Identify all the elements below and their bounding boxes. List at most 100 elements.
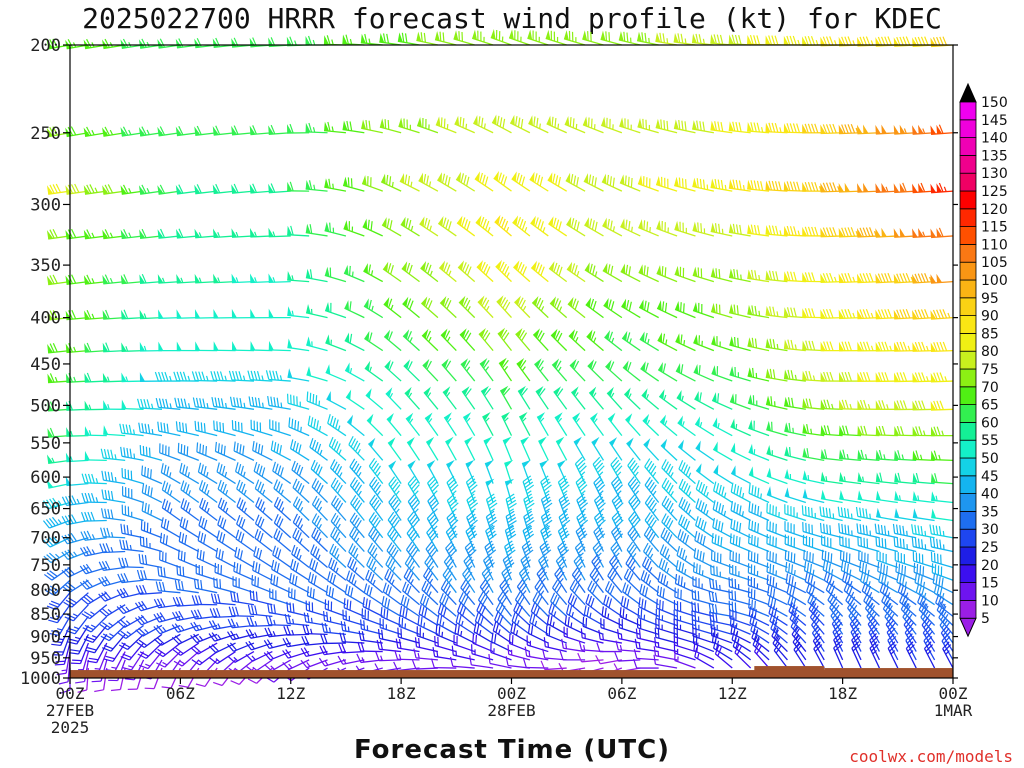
barb-flag (141, 38, 147, 48)
barb-flag (392, 533, 400, 543)
barb-flag (426, 511, 435, 519)
wind-barb (347, 556, 365, 581)
barb-flag (573, 584, 580, 594)
barb-flag (711, 632, 715, 643)
barb-flag (355, 442, 361, 452)
barb-pennant (231, 184, 238, 194)
barb-half-flag (143, 345, 147, 352)
barb-staff (158, 430, 181, 437)
wind-barb (644, 494, 660, 521)
barb-flag (596, 499, 605, 507)
barb-half-flag (447, 590, 451, 596)
barb-staff (495, 609, 512, 626)
barb-half-flag (410, 578, 414, 585)
wind-barb (445, 436, 457, 461)
barb-flag (282, 650, 289, 659)
barb-flag (179, 565, 182, 576)
wind-barb (212, 228, 236, 239)
barb-flag (83, 638, 94, 644)
barb-half-flag (578, 565, 583, 570)
wind-barb (694, 416, 715, 437)
wind-barb (423, 386, 439, 410)
wind-barb (118, 557, 144, 569)
barb-pennant (557, 459, 566, 469)
barb-half-flag (254, 620, 258, 627)
barb-flag (91, 680, 102, 683)
barb-half-flag (57, 500, 62, 506)
barb-flag (196, 125, 202, 135)
barb-flag (408, 219, 412, 230)
barb-flag (201, 482, 206, 492)
barb-flag (282, 638, 288, 648)
barb-flag (412, 533, 419, 542)
barb-flag (654, 637, 657, 647)
barb-pennant (692, 221, 698, 232)
barb-flag (180, 498, 185, 508)
barb-flag (233, 125, 239, 135)
barb-staff (308, 580, 328, 594)
barb-pennant (138, 39, 146, 49)
barb-flag (643, 265, 646, 275)
barb-flag (120, 446, 123, 457)
barb-flag (700, 483, 705, 494)
barb-half-flag (428, 591, 432, 597)
barb-staff (711, 559, 733, 569)
wind-barb (267, 603, 291, 618)
barb-flag (405, 598, 410, 608)
barb-flag (67, 627, 78, 632)
wind-barb (311, 478, 329, 503)
barb-flag (694, 602, 697, 612)
barb-flag (608, 598, 613, 608)
barb-flag (121, 642, 131, 648)
wind-barb (458, 295, 476, 319)
barb-pennant (84, 310, 90, 320)
wind-barb (711, 365, 733, 382)
wind-barb (385, 387, 402, 410)
wind-barb (102, 633, 126, 652)
wind-barb (477, 295, 494, 319)
barb-flag (318, 657, 326, 667)
barb-flag (407, 494, 415, 502)
barb-flag (504, 266, 510, 276)
barb-flag (567, 593, 573, 603)
barb-half-flag (280, 489, 284, 495)
barb-flag (628, 511, 636, 520)
barb-flag (257, 577, 259, 587)
wind-barb (273, 496, 292, 521)
barb-staff (369, 484, 384, 503)
wind-barb (619, 117, 641, 134)
wind-barb (118, 633, 145, 650)
barb-flag (447, 176, 451, 187)
barb-flag (551, 116, 554, 127)
wind-barb (305, 223, 328, 237)
barb-flag (67, 641, 77, 645)
barb-flag (222, 501, 228, 511)
barb-flag (628, 220, 631, 231)
wind-barb (640, 570, 660, 594)
wind-barb (231, 273, 254, 284)
barb-staff (462, 573, 476, 594)
barb-flag (50, 600, 61, 606)
barb-staff (397, 647, 420, 653)
barb-flag (353, 517, 360, 527)
barb-flag (123, 447, 126, 457)
wind-barb (621, 330, 641, 352)
barb-staff (61, 634, 71, 656)
barb-flag (239, 398, 243, 408)
wind-barb (195, 341, 218, 352)
barb-staff (292, 521, 310, 539)
barb-flag (369, 494, 376, 504)
barb-half-flag (648, 580, 652, 586)
barb-staff (694, 539, 715, 553)
barb-flag (158, 398, 163, 408)
barb-staff (661, 503, 678, 521)
wind-barb (139, 372, 162, 382)
barb-flag (274, 463, 279, 473)
barb-flag (682, 518, 688, 528)
barb-flag (497, 590, 504, 600)
barb-flag (253, 370, 258, 381)
barb-half-flag (272, 231, 276, 237)
barb-flag (414, 637, 418, 647)
wind-barb (45, 579, 71, 596)
barb-flag (505, 510, 515, 517)
